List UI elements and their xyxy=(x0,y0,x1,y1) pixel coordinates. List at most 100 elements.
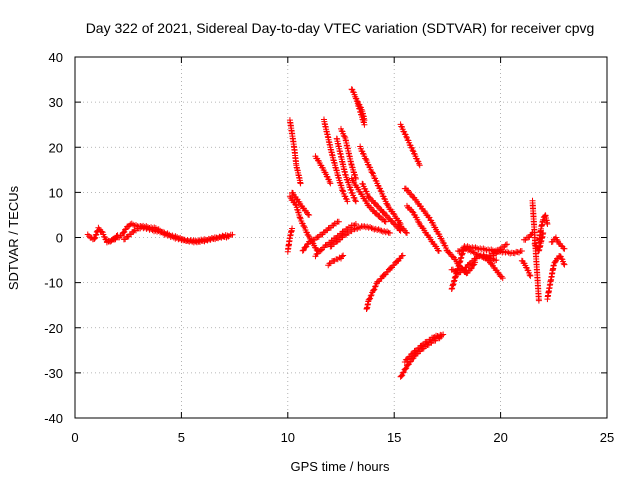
data-point-marker xyxy=(367,295,374,302)
data-point-marker xyxy=(399,369,406,376)
data-track xyxy=(348,175,389,225)
x-tick-label: 5 xyxy=(178,430,185,445)
x-tick-label: 10 xyxy=(281,430,295,445)
data-track xyxy=(289,189,313,218)
data-point-marker xyxy=(92,232,99,239)
data-point-marker xyxy=(416,162,423,169)
data-point-marker xyxy=(130,228,137,235)
data-point-marker xyxy=(399,252,406,259)
data-track xyxy=(325,252,347,269)
data-point-marker xyxy=(419,342,426,349)
data-point-marker xyxy=(438,332,445,339)
data-point-marker xyxy=(371,286,378,293)
data-track xyxy=(355,99,368,124)
data-track xyxy=(286,117,304,187)
data-track xyxy=(518,257,534,279)
data-point-marker xyxy=(449,253,456,260)
y-tick-label: 20 xyxy=(49,140,63,155)
data-point-marker xyxy=(431,334,438,341)
grid-lines xyxy=(75,57,607,418)
data-track xyxy=(531,229,547,254)
axis-ticks: 0 5 10 15 20 25 40 30 20 10 0 -10 -20 -30 -40 xyxy=(44,50,614,445)
data-point-marker xyxy=(527,272,534,279)
data-point-marker xyxy=(159,228,166,235)
data-track xyxy=(544,252,568,303)
data-point-marker xyxy=(152,225,159,232)
data-track xyxy=(312,153,334,187)
data-point-marker xyxy=(456,248,463,255)
data-point-marker xyxy=(516,249,523,256)
data-point-marker xyxy=(493,257,500,264)
data-track xyxy=(284,225,296,255)
data-point-marker xyxy=(384,228,391,235)
data-track xyxy=(401,331,447,365)
data-point-marker xyxy=(133,222,140,229)
y-tick-label: 10 xyxy=(49,185,63,200)
data-point-marker xyxy=(467,265,474,272)
data-point-marker xyxy=(502,241,509,248)
data-point-marker xyxy=(344,198,351,205)
data-point-marker xyxy=(528,231,535,238)
data-point-marker xyxy=(372,282,379,289)
data-point-marker xyxy=(435,333,442,340)
data-point-marker xyxy=(297,180,304,187)
data-point-marker xyxy=(229,231,236,238)
data-point-marker xyxy=(550,262,557,269)
data-track xyxy=(448,243,525,293)
chart-title: Day 322 of 2021, Sidereal Day-to-day VTE… xyxy=(86,20,595,36)
data-point-marker xyxy=(352,197,359,204)
data-point-marker xyxy=(386,229,393,236)
data-point-marker xyxy=(403,133,410,140)
data-point-marker xyxy=(368,292,375,299)
data-point-marker xyxy=(499,275,506,282)
y-tick-label: -40 xyxy=(44,411,63,426)
data-point-marker xyxy=(440,331,447,338)
data-point-marker xyxy=(369,169,376,176)
y-tick-label: -10 xyxy=(44,276,63,291)
data-point-marker xyxy=(434,247,441,254)
data-point-marker xyxy=(535,297,542,304)
data-point-marker xyxy=(339,253,346,260)
x-axis-label: GPS time / hours xyxy=(291,459,390,474)
data-point-marker xyxy=(292,201,299,208)
data-track xyxy=(397,121,423,169)
x-tick-label: 15 xyxy=(387,430,401,445)
data-point-marker xyxy=(91,236,98,243)
data-points xyxy=(84,86,568,380)
data-point-marker xyxy=(348,187,355,194)
data-point-marker xyxy=(157,227,164,234)
data-point-marker xyxy=(91,235,98,242)
data-point-marker xyxy=(366,296,373,303)
data-track xyxy=(401,185,451,255)
data-point-marker xyxy=(561,245,568,252)
data-track xyxy=(299,218,342,254)
data-point-marker xyxy=(225,233,232,240)
data-point-marker xyxy=(552,258,559,265)
data-track xyxy=(395,221,410,236)
y-tick-label: -30 xyxy=(44,366,63,381)
data-point-marker xyxy=(372,283,379,290)
data-point-marker xyxy=(402,365,409,372)
data-point-marker xyxy=(361,117,368,124)
data-point-marker xyxy=(357,224,364,231)
data-point-marker xyxy=(367,224,374,231)
data-point-marker xyxy=(335,218,342,225)
data-point-marker xyxy=(426,214,433,221)
data-point-marker xyxy=(317,247,324,254)
data-point-marker xyxy=(503,241,510,248)
data-track xyxy=(548,234,568,252)
data-point-marker xyxy=(498,273,505,280)
y-axis-label: SDTVAR / TECUs xyxy=(6,185,21,290)
x-tick-label: 0 xyxy=(71,430,78,445)
data-point-marker xyxy=(377,187,384,194)
data-point-marker xyxy=(306,211,313,218)
data-point-marker xyxy=(340,252,347,259)
data-point-marker xyxy=(409,208,416,215)
y-tick-label: 0 xyxy=(56,231,63,246)
data-point-marker xyxy=(540,229,547,236)
data-track xyxy=(480,251,506,282)
data-point-marker xyxy=(435,248,442,255)
data-track xyxy=(403,202,442,255)
